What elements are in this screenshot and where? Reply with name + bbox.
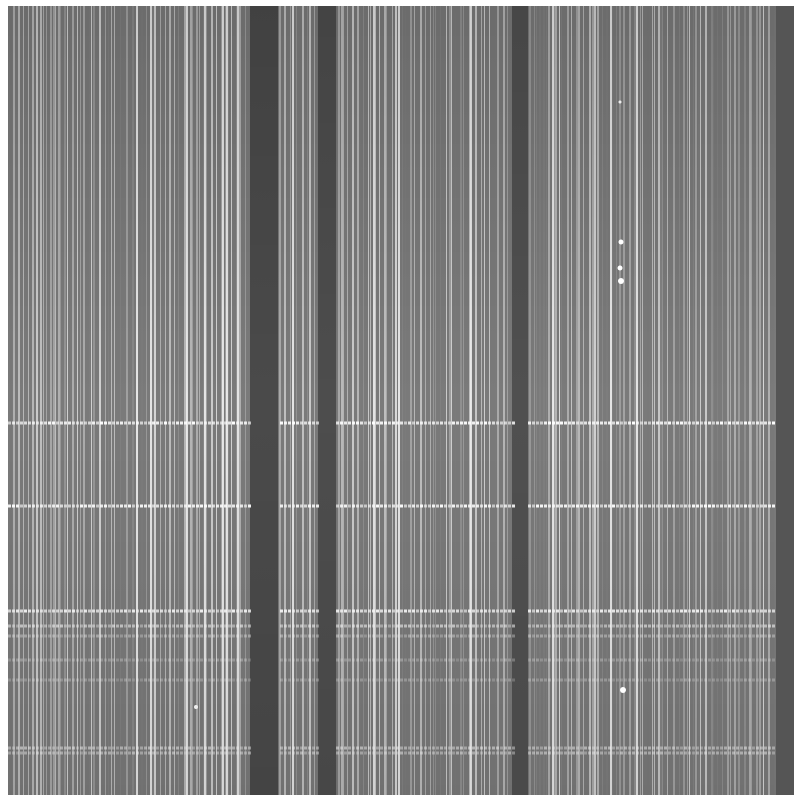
vignette — [8, 6, 776, 795]
hot-pixel — [619, 240, 624, 245]
page: (() => { const svg = document.getElement… — [0, 0, 799, 803]
hot-pixel — [619, 101, 622, 104]
hot-pixel — [618, 266, 623, 271]
dark-band — [776, 6, 794, 795]
spectrum-image — [0, 0, 799, 803]
hot-pixel — [618, 278, 624, 284]
hot-pixel — [620, 687, 626, 693]
hot-pixel — [194, 705, 198, 709]
